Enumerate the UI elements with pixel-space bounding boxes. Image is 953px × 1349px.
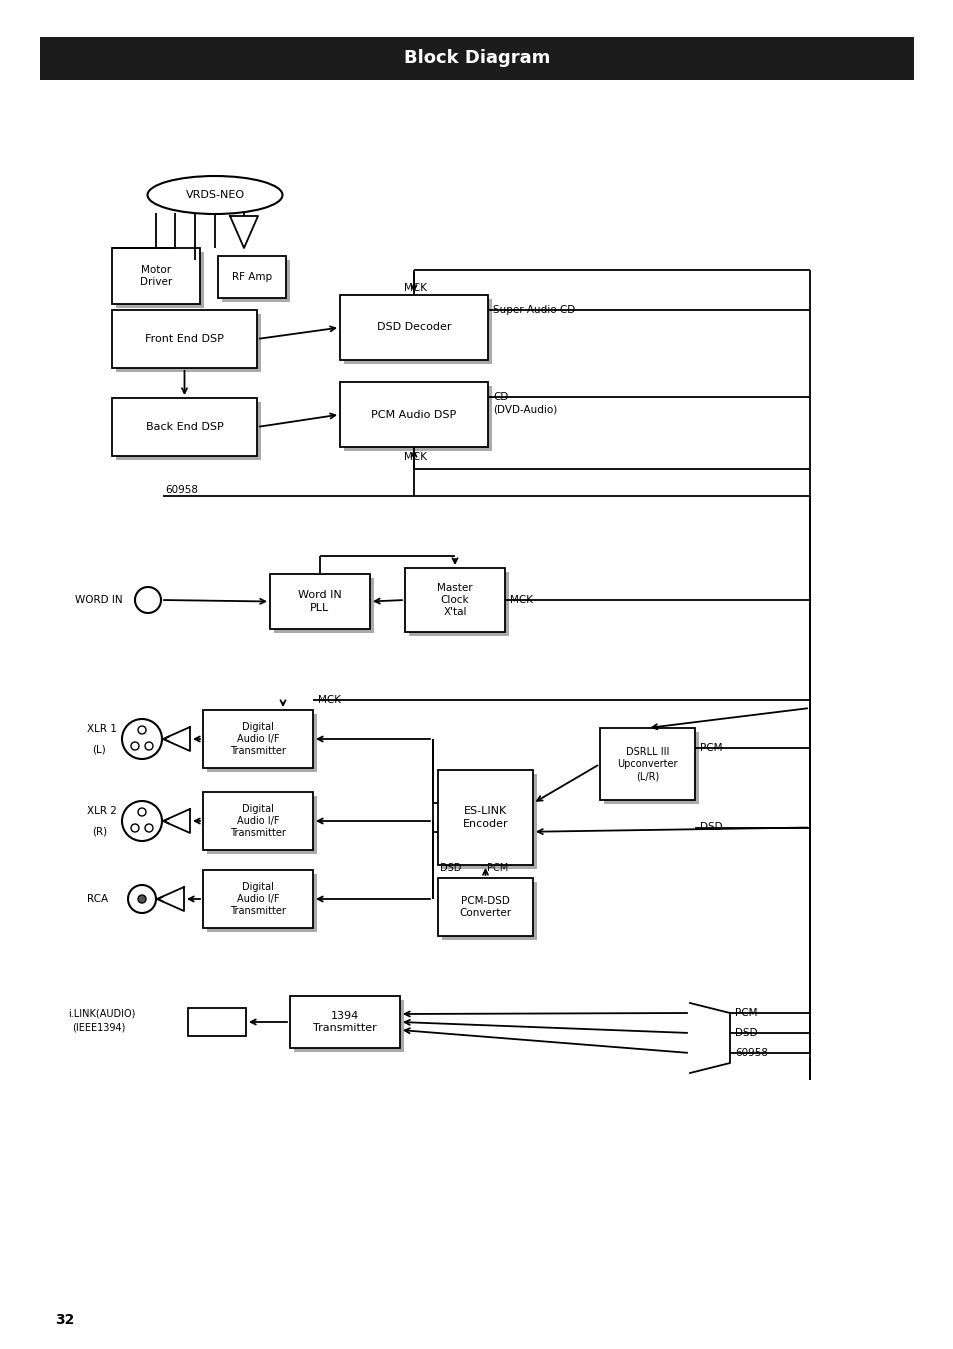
Text: 32: 32 <box>55 1313 74 1327</box>
Bar <box>274 577 374 633</box>
Text: MCK: MCK <box>403 452 427 461</box>
Bar <box>344 299 492 364</box>
Ellipse shape <box>148 175 282 214</box>
Circle shape <box>145 742 152 750</box>
Text: MCK: MCK <box>317 695 340 706</box>
Text: Digital
Audio I/F
Transmitter: Digital Audio I/F Transmitter <box>230 882 286 916</box>
Text: (IEEE1394): (IEEE1394) <box>71 1023 125 1032</box>
Text: Master
Clock
X'tal: Master Clock X'tal <box>436 583 473 618</box>
Bar <box>599 728 695 800</box>
Text: 1394
Transmitter: 1394 Transmitter <box>313 1010 376 1033</box>
Circle shape <box>131 742 139 750</box>
Bar <box>207 714 316 772</box>
Bar <box>405 568 504 631</box>
Bar <box>344 386 492 451</box>
Circle shape <box>138 808 146 816</box>
Text: Super Audio CD: Super Audio CD <box>493 305 575 316</box>
Text: PCM: PCM <box>734 1008 757 1018</box>
Bar <box>270 575 370 629</box>
Text: WORD IN: WORD IN <box>75 595 123 604</box>
Bar <box>339 382 488 447</box>
Polygon shape <box>157 888 184 911</box>
Text: DSD Decoder: DSD Decoder <box>376 322 451 332</box>
Bar <box>112 248 200 304</box>
Circle shape <box>122 719 162 759</box>
Text: VRDS-NEO: VRDS-NEO <box>185 190 244 200</box>
Circle shape <box>138 894 146 902</box>
Circle shape <box>138 726 146 734</box>
Circle shape <box>135 587 161 612</box>
Bar <box>294 1000 403 1052</box>
Text: DSD: DSD <box>439 863 461 873</box>
Circle shape <box>145 824 152 832</box>
Text: i.LINK(AUDIO): i.LINK(AUDIO) <box>68 1009 135 1018</box>
Bar <box>207 796 316 854</box>
Bar <box>290 996 399 1048</box>
Bar <box>218 256 286 298</box>
Text: PCM Audio DSP: PCM Audio DSP <box>371 410 456 420</box>
Bar <box>437 878 533 936</box>
Text: XLR 2: XLR 2 <box>87 805 117 816</box>
Bar <box>437 770 533 865</box>
Bar <box>116 252 204 308</box>
Text: Word IN
PLL: Word IN PLL <box>297 591 341 612</box>
Text: (DVD-Audio): (DVD-Audio) <box>493 405 557 415</box>
Text: Back End DSP: Back End DSP <box>146 422 223 432</box>
Text: Block Diagram: Block Diagram <box>403 49 550 67</box>
Text: (R): (R) <box>91 826 107 836</box>
Text: MCK: MCK <box>510 595 533 604</box>
Text: DSD: DSD <box>734 1028 757 1037</box>
Bar <box>441 774 537 869</box>
Text: 60958: 60958 <box>165 486 198 495</box>
Text: RF Amp: RF Amp <box>232 272 272 282</box>
Bar <box>203 870 313 928</box>
Bar <box>222 260 290 302</box>
Text: CD: CD <box>493 393 508 402</box>
Bar <box>441 882 537 940</box>
Bar <box>112 398 256 456</box>
Text: XLR 1: XLR 1 <box>87 724 117 734</box>
Bar <box>112 310 256 368</box>
Circle shape <box>128 885 156 913</box>
Text: 60958: 60958 <box>734 1048 767 1058</box>
Bar <box>40 36 913 80</box>
Text: Motor
Driver: Motor Driver <box>140 264 172 287</box>
Bar <box>207 874 316 932</box>
Text: DSD: DSD <box>700 823 721 832</box>
Text: MCK: MCK <box>403 283 427 293</box>
Text: PCM: PCM <box>487 863 508 873</box>
Circle shape <box>122 801 162 840</box>
Bar <box>188 1008 246 1036</box>
Bar <box>203 792 313 850</box>
Bar <box>116 402 261 460</box>
Polygon shape <box>230 216 257 248</box>
Text: PCM-DSD
Converter: PCM-DSD Converter <box>459 896 511 919</box>
Text: Digital
Audio I/F
Transmitter: Digital Audio I/F Transmitter <box>230 722 286 757</box>
Bar <box>203 710 313 768</box>
Bar <box>409 572 509 635</box>
Text: DSRLL III
Upconverter
(L/R): DSRLL III Upconverter (L/R) <box>617 746 677 781</box>
Bar <box>603 733 699 804</box>
Bar <box>116 314 261 372</box>
Text: (L): (L) <box>91 745 106 754</box>
Bar <box>339 295 488 360</box>
Polygon shape <box>163 727 190 751</box>
Text: RCA: RCA <box>87 894 108 904</box>
Text: Digital
Audio I/F
Transmitter: Digital Audio I/F Transmitter <box>230 804 286 838</box>
Circle shape <box>131 824 139 832</box>
Text: Front End DSP: Front End DSP <box>145 335 224 344</box>
Polygon shape <box>163 809 190 832</box>
Text: ES-LINK
Encoder: ES-LINK Encoder <box>462 807 508 828</box>
Text: PCM: PCM <box>700 743 721 753</box>
